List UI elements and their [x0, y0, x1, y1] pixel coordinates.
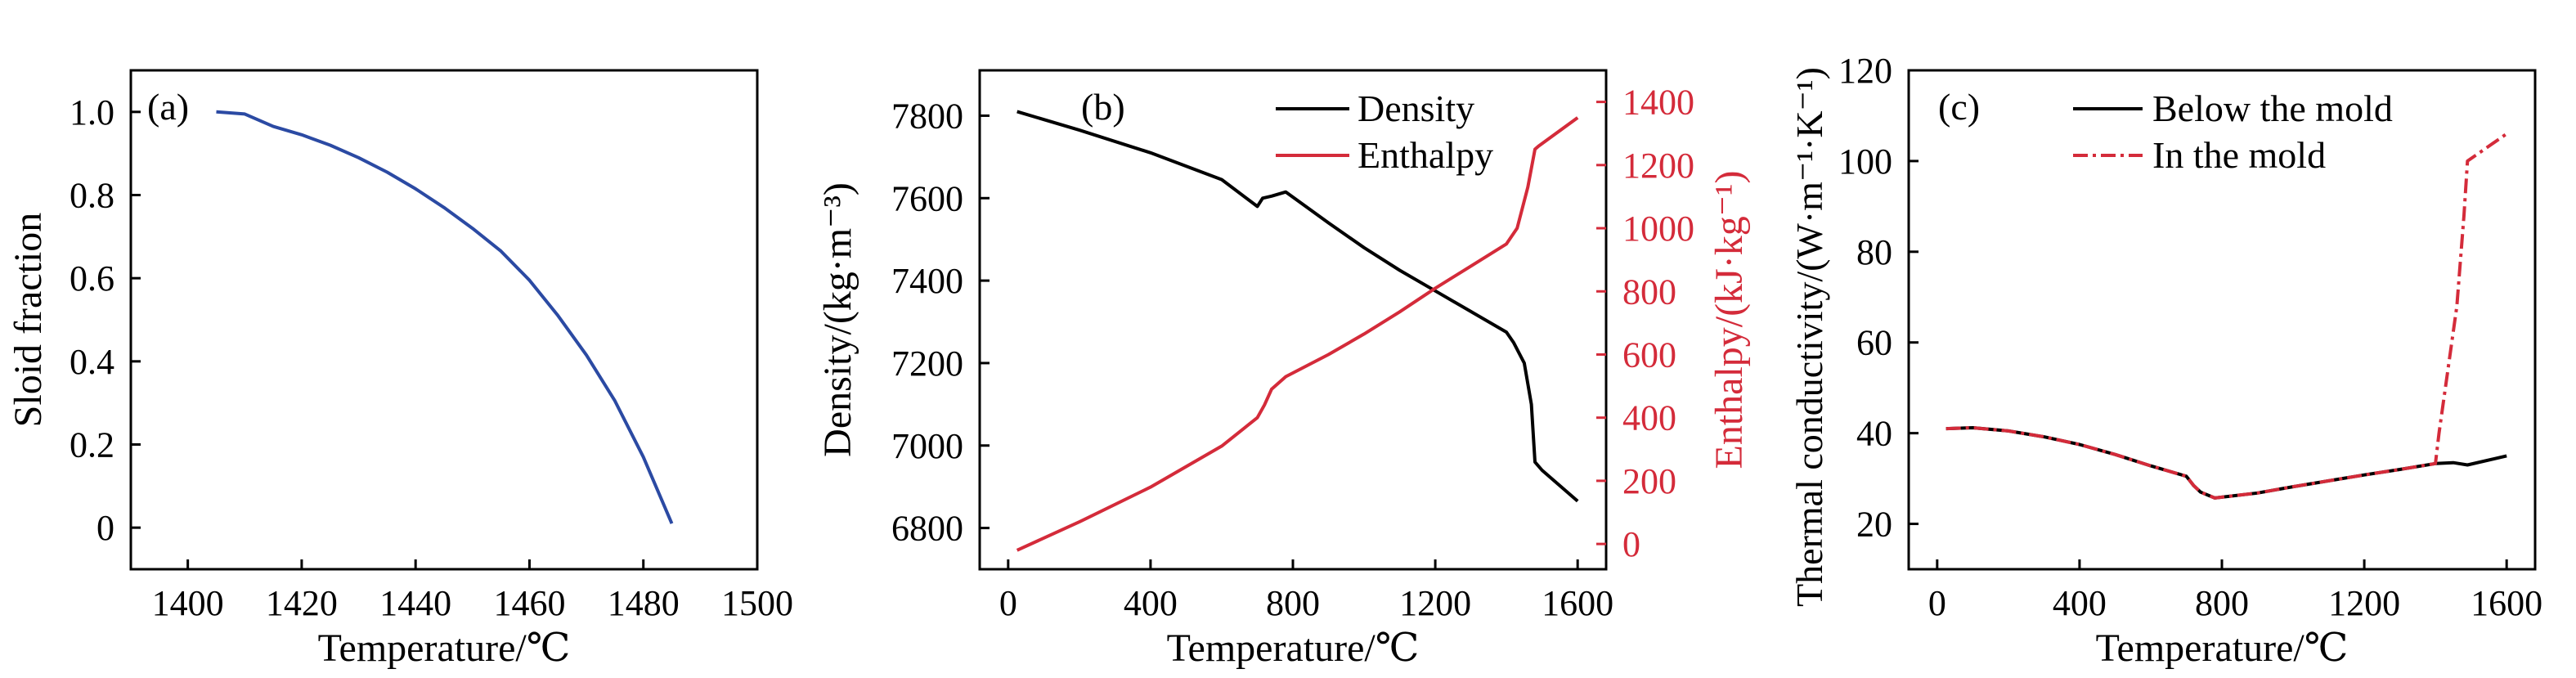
panel-b-ytick2-label: 1400: [1622, 83, 1694, 123]
legend-label-enthalpy: Enthalpy: [1358, 134, 1493, 176]
panel-b-xtick-label: 800: [1266, 583, 1320, 623]
panel-a-ylabel: Sloid fraction: [7, 213, 50, 428]
panel-b-ytick2-label: 600: [1622, 335, 1676, 375]
panel-a-xtick-label: 1500: [721, 583, 793, 623]
panel-b-ylabel: Density/(kg·m⁻³): [816, 182, 859, 457]
panel-a-lines: [216, 110, 674, 524]
panel-c-ytick-label: 40: [1856, 414, 1892, 454]
panel-c-xtick-label: 400: [2053, 583, 2107, 623]
panel-a-ytick-label: 0: [96, 508, 114, 548]
panel-a-xtick-label: 1460: [493, 583, 565, 623]
panel-a-ticks: 1400 1420 1440 1460 1480 1500 0 0.2 0.4 0.6 0.8 1.0: [70, 92, 793, 623]
panel-a-ytick-label: 0.2: [70, 425, 114, 465]
panel-c-line-in-the-mold: [1945, 132, 2508, 500]
panel-a-plot-frame: [129, 69, 759, 571]
legend-label-in-mold: In the mold: [2152, 134, 2326, 176]
panel-c-xtick-label: 800: [2195, 583, 2249, 623]
panel-b-ytick-label: 7800: [891, 96, 963, 136]
panel-a-line-series-0: [216, 110, 674, 524]
panel-c-xlabel: Temperature/℃: [2096, 626, 2349, 670]
panel-c-xtick-label: 1600: [2471, 583, 2542, 623]
panel-b-ytick2-label: 800: [1622, 272, 1676, 312]
panel-b-line-density: [1016, 110, 1579, 503]
panel-c-ytick-label: 20: [1856, 505, 1892, 545]
panel-a-ytick-label: 1.0: [70, 92, 114, 132]
panel-b-ytick2-label: 1000: [1622, 209, 1694, 249]
panel-b-ytick-label: 7200: [891, 343, 963, 384]
panel-a-tag: (a): [147, 86, 189, 128]
panel-b-line-enthalpy: [1016, 116, 1579, 552]
panel-c-ytick-label: 60: [1856, 323, 1892, 363]
panel-a-xlabel: Temperature/℃: [318, 626, 571, 670]
legend-label-below-mold: Below the mold: [2152, 88, 2393, 129]
panel-b-tag: (b): [1081, 86, 1125, 128]
panel-b-ytick-label: 7000: [891, 426, 963, 466]
panel-b-ytick-label: 6800: [891, 509, 963, 549]
panel-b-ytick2-label: 0: [1622, 524, 1640, 564]
panel-b-ylabel-right: Enthalpy/(kJ·kg⁻¹): [1708, 171, 1751, 469]
panel-b: 0 400 800 1200 1600 6800 7000 7200 7400 7600 7800 0…: [816, 69, 1751, 670]
panel-c-lines: [1945, 132, 2508, 500]
panel-b-xtick-label: 1200: [1399, 583, 1471, 623]
panel-b-ytick2-label: 400: [1622, 398, 1676, 438]
panel-c-ticks: 0 400 800 1200 1600 20 40 60 80 100 120: [1838, 51, 2542, 623]
panel-a-xtick-label: 1440: [379, 583, 451, 623]
panel-c-ylabel: Thermal conductivity/(W·m⁻¹·K⁻¹): [1788, 67, 1830, 607]
panel-c-ytick-label: 80: [1856, 232, 1892, 272]
panel-b-ytick2-label: 200: [1622, 461, 1676, 501]
panel-b-legend: Density Enthalpy: [1276, 88, 1493, 176]
panel-a-ytick-label: 0.8: [70, 176, 114, 216]
panel-a-xtick-label: 1400: [152, 583, 224, 623]
panel-a-xtick-label: 1420: [266, 583, 338, 623]
panel-a-ytick-label: 0.4: [70, 342, 114, 382]
panel-b-ytick-label: 7600: [891, 178, 963, 218]
panel-c-xtick-label: 1200: [2328, 583, 2400, 623]
panel-b-xlabel: Temperature/℃: [1167, 626, 1420, 670]
legend-label-density: Density: [1358, 88, 1474, 129]
panel-c-tag: (c): [1938, 86, 1980, 128]
panel-b-lines: [1016, 110, 1579, 552]
panel-b-xtick-label: 1600: [1542, 583, 1613, 623]
panel-b-ticks: 0 400 800 1200 1600 6800 7000 7200 7400 7600 7800 0…: [891, 83, 1694, 623]
panel-b-plot-frame: [978, 69, 1608, 571]
panel-b-ytick2-label: 1200: [1622, 146, 1694, 186]
panel-c-xtick-label: 0: [1928, 583, 1946, 623]
panel-b-ytick-label: 7400: [891, 261, 963, 301]
panel-b-xtick-label: 400: [1124, 583, 1178, 623]
panel-c-line-below-the-mold: [1945, 426, 2507, 500]
panel-a: 1400 1420 1440 1460 1480 1500 0 0.2 0.4 0.6 0.8 1.0…: [7, 69, 793, 670]
panel-a-xtick-label: 1480: [608, 583, 680, 623]
panel-b-xtick-label: 0: [999, 583, 1017, 623]
panel-c-ytick-label: 120: [1838, 51, 1892, 91]
panel-c-ytick-label: 100: [1838, 141, 1892, 182]
panel-a-ytick-label: 0.6: [70, 258, 114, 299]
panel-c-legend: Below the mold In the mold: [2073, 88, 2393, 176]
panel-c: 0 400 800 1200 1600 20 40 60 80 100 120 (c) Below …: [1788, 51, 2542, 670]
